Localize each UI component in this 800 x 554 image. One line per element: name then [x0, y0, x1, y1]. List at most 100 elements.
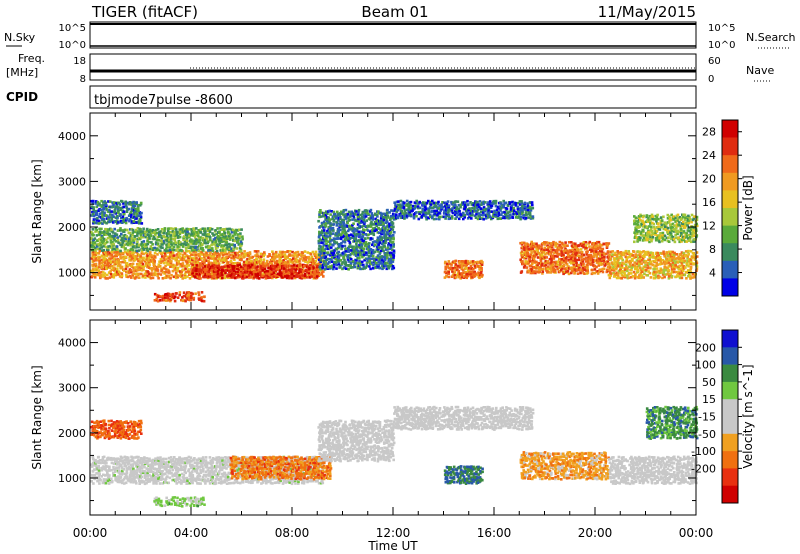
echo-cell — [259, 265, 263, 268]
echo-cell — [290, 258, 294, 262]
echo-cell — [217, 272, 220, 276]
echo-cell — [599, 268, 602, 271]
echo-cell — [187, 293, 191, 297]
echo-cell — [584, 247, 587, 251]
echo-cell — [544, 263, 547, 267]
echo-cell — [247, 266, 250, 270]
echo-cell — [470, 270, 474, 274]
echo-cell — [108, 266, 112, 270]
echo-cell — [212, 270, 216, 273]
echo-cell — [550, 261, 553, 265]
echo-cell — [155, 248, 158, 252]
echo-cell — [160, 268, 164, 272]
echo-cell — [133, 204, 137, 207]
echo-cell — [573, 265, 577, 269]
echo-cell — [309, 263, 312, 267]
echo-cell — [211, 275, 214, 278]
echo-cell — [220, 245, 223, 249]
echo-cell — [584, 244, 588, 247]
echo-cell — [128, 256, 131, 259]
echo-cell — [524, 252, 528, 256]
echo-cell — [359, 213, 362, 217]
echo-cell — [380, 218, 383, 222]
echo-cell — [340, 252, 344, 255]
echo-cell — [521, 262, 525, 266]
echo-cell — [441, 201, 444, 204]
echo-cell — [407, 214, 411, 217]
echo-cell — [609, 266, 612, 269]
echo-cell — [130, 215, 133, 219]
echo-cell — [444, 267, 447, 271]
echo-cell — [461, 201, 464, 204]
echo-cell — [290, 276, 294, 280]
echo-cell — [335, 221, 338, 224]
echo-cell — [598, 270, 601, 274]
echo-cell — [135, 276, 138, 279]
echo-cell — [369, 224, 373, 228]
echo-cell — [318, 244, 321, 248]
echo-cell — [131, 273, 134, 277]
echo-cell — [494, 199, 498, 203]
echo-cell — [109, 213, 112, 216]
echo-cell — [594, 248, 598, 251]
echo-cell — [142, 227, 145, 231]
echo-cell — [318, 262, 321, 265]
echo-cell — [583, 268, 586, 272]
echo-cell — [532, 265, 536, 269]
echo-cell — [415, 211, 418, 214]
echo-cell — [150, 273, 154, 277]
echo-cell — [112, 221, 115, 224]
echo-cell — [568, 256, 571, 259]
echo-cell — [153, 233, 157, 237]
echo-cell — [323, 240, 326, 243]
echo-cell — [134, 209, 138, 212]
echo-cell — [146, 233, 150, 236]
echo-cell — [262, 254, 265, 258]
echo-cell — [516, 207, 520, 211]
echo-cell — [553, 270, 557, 273]
echo-cell — [333, 212, 337, 216]
echo-cell — [551, 254, 555, 257]
echo-cell — [508, 210, 511, 214]
echo-cell — [508, 201, 512, 204]
echo-cell — [229, 253, 232, 257]
echo-cell — [231, 234, 235, 238]
echo-cell — [236, 251, 239, 255]
echo-cell — [400, 216, 403, 219]
echo-cell — [331, 226, 335, 230]
echo-cell — [132, 206, 135, 209]
echo-cell — [391, 222, 395, 225]
echo-cell — [217, 243, 220, 247]
echo-cell — [375, 240, 378, 243]
echo-cell — [227, 230, 230, 234]
echo-cell — [228, 247, 231, 251]
echo-cell — [635, 262, 639, 265]
echo-cell — [515, 211, 518, 214]
echo-cell — [122, 220, 126, 224]
echo-cell — [326, 251, 329, 254]
echo-cell — [435, 217, 438, 221]
echo-cell — [98, 202, 101, 206]
echo-cell — [163, 252, 167, 255]
echo-cell — [227, 242, 231, 246]
echo-cell — [420, 216, 424, 219]
echo-cell — [444, 265, 447, 269]
echo-cell — [221, 232, 225, 236]
echo-cell — [624, 252, 627, 255]
echo-cell — [144, 269, 148, 273]
echo-cell — [142, 268, 145, 271]
echo-cell — [303, 254, 306, 258]
echo-cell — [337, 262, 341, 266]
echo-cell — [235, 247, 239, 250]
echo-cell — [573, 250, 576, 253]
echo-cell — [293, 274, 296, 278]
echo-cell — [337, 232, 341, 235]
echo-cell — [362, 265, 366, 269]
echo-cell — [93, 241, 97, 244]
echo-cell — [590, 257, 594, 260]
echo-cell — [562, 249, 566, 253]
echo-cell — [216, 259, 220, 263]
echo-cell — [627, 251, 631, 255]
echo-cell — [173, 231, 177, 234]
echo-cell — [188, 234, 191, 238]
